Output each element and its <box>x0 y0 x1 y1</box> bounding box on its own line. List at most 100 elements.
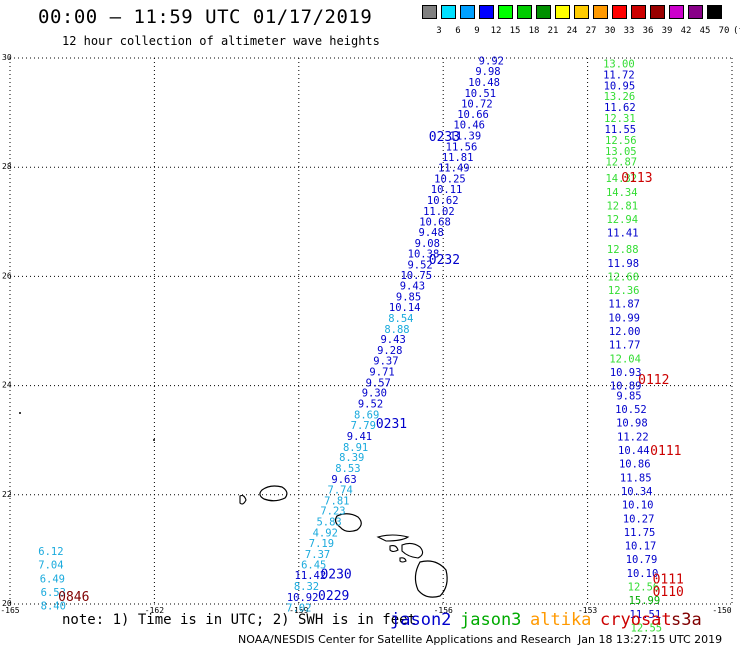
track-b-wave-height: 13.00 <box>603 58 635 70</box>
track-c-wave-height: 6.53 <box>41 587 66 599</box>
track-a-wave-height: 8.53 <box>335 463 360 475</box>
colorbar-label: 33 <box>623 26 635 36</box>
track-a-wave-height: 8.69 <box>354 410 379 422</box>
track-a-wave-height: 10.48 <box>468 77 500 89</box>
track-b-wave-height: 12.60 <box>607 271 639 283</box>
track-b-wave-height: 13.26 <box>604 91 636 103</box>
track-a-wave-height: 10.11 <box>431 184 463 196</box>
pass-label: 0846 <box>58 590 89 605</box>
oahu-island <box>334 513 362 533</box>
track-b-wave-height: 10.95 <box>604 80 636 92</box>
islet-2 <box>153 439 155 441</box>
kahoolawe-island <box>399 557 407 563</box>
map-title: 00:00 – 11:59 UTC 01/17/2019 <box>38 6 373 28</box>
pass-label: 0112 <box>638 373 669 388</box>
colorbar-swatch <box>422 5 437 19</box>
map-subtitle: 12 hour collection of altimeter wave hei… <box>62 34 380 48</box>
track-a-wave-height: 8.54 <box>388 313 413 325</box>
track-c-wave-height: 6.12 <box>38 546 63 558</box>
track-b-wave-height: 12.04 <box>609 353 641 365</box>
track-a-wave-height: 10.66 <box>457 109 489 121</box>
pass-label: 0113 <box>621 171 652 186</box>
track-b-wave-height: 10.27 <box>623 513 655 525</box>
track-c-wave-height: 7.04 <box>38 560 63 572</box>
track-a-wave-height: 7.19 <box>309 538 334 550</box>
colorbar-swatch <box>498 5 513 19</box>
track-a-wave-height: 8.32 <box>294 581 319 593</box>
track-b-wave-height: 11.85 <box>620 472 652 484</box>
legend-jason2: jason2 <box>390 610 452 630</box>
track-b-wave-height: 11.51 <box>630 609 662 621</box>
track-a-wave-height: 10.68 <box>419 216 451 228</box>
track-b-wave-height: 10.17 <box>625 541 657 553</box>
track-a-wave-height: 9.30 <box>362 388 387 400</box>
track-b-wave-height: 12.81 <box>606 200 638 212</box>
track-b-wave-height: 10.98 <box>616 418 648 430</box>
colorbar-label: 27 <box>585 26 597 36</box>
track-a-wave-height: 9.28 <box>377 345 402 357</box>
colorbar-label: (ft) <box>733 26 740 36</box>
colorbar-swatch <box>517 5 532 19</box>
track-b-wave-height: 10.89 <box>610 381 642 393</box>
track-b-wave-height: 11.62 <box>604 102 636 114</box>
track-b-wave-height: 12.87 <box>605 157 637 169</box>
track-a-wave-height: 7.02 <box>286 602 311 614</box>
latitude-label: 20 <box>2 599 12 608</box>
track-b-wave-height: 12.36 <box>608 285 640 297</box>
track-a-wave-height: 9.85 <box>396 292 421 304</box>
latitude-label: 24 <box>2 381 12 390</box>
track-a-wave-height: 8.39 <box>339 452 364 464</box>
track-a-wave-height: 11.02 <box>423 206 455 218</box>
track-b-wave-height: 15.99 <box>629 595 661 607</box>
track-a-wave-height: 7.79 <box>351 420 376 432</box>
track-a-wave-height: 11.49 <box>438 163 470 175</box>
colorbar-swatch <box>650 5 665 19</box>
lanai-island <box>389 544 399 553</box>
pass-label: 0232 <box>429 253 460 268</box>
colorbar-label: 24 <box>566 26 578 36</box>
pass-label: 0231 <box>376 417 407 432</box>
colorbar-label: 15 <box>509 26 521 36</box>
legend-jason3: jason3 <box>460 610 522 630</box>
colorbar-label: 21 <box>547 26 559 36</box>
pass-label: 0111 <box>650 444 681 459</box>
track-a-wave-height: 8.91 <box>343 442 368 454</box>
pass-label: 0233 <box>429 130 460 145</box>
track-b-wave-height: 10.10 <box>622 500 654 512</box>
colorbar-label: 3 <box>436 26 442 36</box>
track-b-wave-height: 12.56 <box>605 135 637 147</box>
track-a-wave-height: 10.14 <box>389 302 421 314</box>
footer-note: note: 1) Time is in UTC; 2) SWH is in fe… <box>62 612 417 628</box>
track-a-wave-height: 9.08 <box>415 238 440 250</box>
track-b-wave-height: 10.34 <box>621 486 653 498</box>
track-a-wave-height: 9.37 <box>373 355 398 367</box>
track-b-wave-height: 11.98 <box>607 258 639 270</box>
colorbar-label: 18 <box>528 26 540 36</box>
track-b-wave-height: 11.77 <box>609 340 641 352</box>
track-b-wave-height: 10.93 <box>610 367 642 379</box>
track-b-wave-height: 11.75 <box>624 527 656 539</box>
track-b-wave-height: 11.87 <box>608 299 640 311</box>
track-a-wave-height: 11.81 <box>442 152 474 164</box>
track-b-wave-height: 12.56 <box>628 582 660 594</box>
track-a-wave-height: 9.52 <box>358 399 383 411</box>
track-a-wave-height: 10.75 <box>400 270 432 282</box>
track-a-wave-height: 11.39 <box>450 131 482 143</box>
track-a-wave-height: 10.72 <box>461 98 493 110</box>
track-a-wave-height: 7.74 <box>328 484 353 496</box>
track-a-wave-height: 8.88 <box>384 324 409 336</box>
colorbar-swatch <box>441 5 456 19</box>
track-a-wave-height: 7.23 <box>320 506 345 518</box>
colorbar-swatch <box>688 5 703 19</box>
track-b-wave-height: 12.00 <box>609 326 641 338</box>
track-a-wave-height: 5.83 <box>316 517 341 529</box>
latitude-label: 30 <box>2 53 12 62</box>
track-a-wave-height: 4.92 <box>313 527 338 539</box>
track-b-wave-height: 13.05 <box>605 146 637 158</box>
coastline <box>19 412 448 598</box>
track-a-wave-height: 9.43 <box>400 281 425 293</box>
track-b-wave-height: 10.10 <box>627 568 659 580</box>
colorbar-swatch <box>555 5 570 19</box>
track-a-wave-height: 6.45 <box>301 560 326 572</box>
